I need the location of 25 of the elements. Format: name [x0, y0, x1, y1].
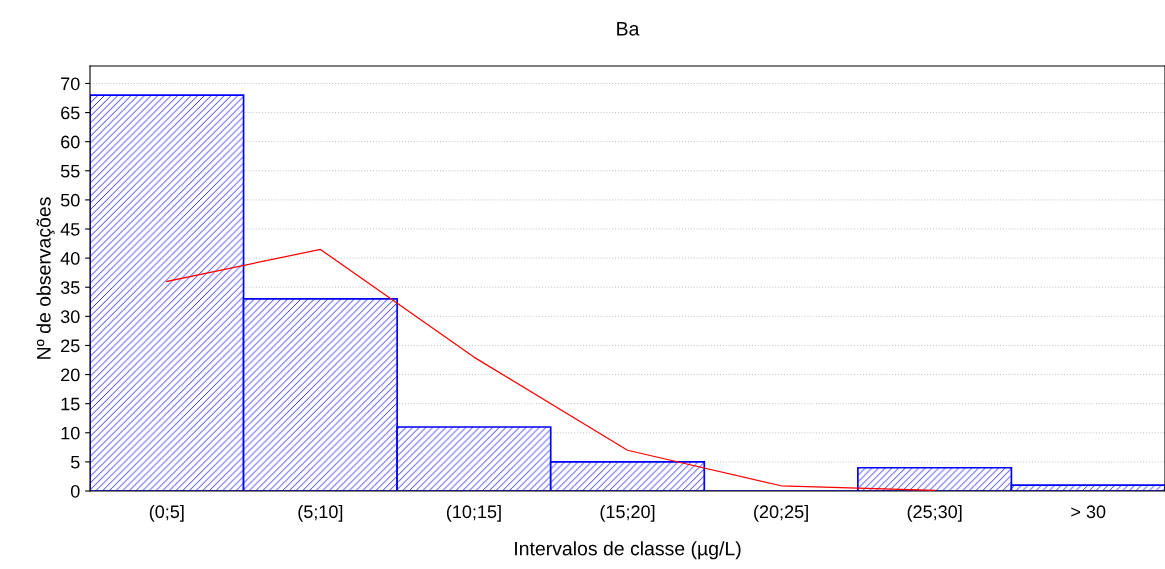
x-tick-label: (0;5] [149, 504, 184, 522]
x-tick-label: > 30 [1071, 505, 1106, 519]
y-tick-label: 5 [70, 456, 80, 469]
y-tick-label: 0 [70, 484, 80, 498]
y-tick-label: 55 [60, 164, 80, 178]
chart-title: Ba [617, 22, 640, 36]
y-tick-label: 40 [60, 252, 80, 265]
y-tick-label: 50 [60, 193, 80, 207]
y-tick-label: 70 [61, 77, 80, 91]
x-axis-title: Intervalos de classe (µg/L) [515, 541, 741, 560]
y-tick-label: 35 [60, 281, 80, 294]
x-tick-label: (15;20] [600, 504, 655, 522]
x-tick-label: (25;30] [907, 504, 962, 522]
x-tick-label: (20;25] [754, 504, 808, 522]
y-tick-label: 10 [61, 426, 80, 440]
y-tick-label: 20 [61, 368, 80, 382]
y-tick-label: 60 [61, 135, 80, 149]
y-tick-label: 45 [60, 223, 80, 236]
x-tick-label: (10;15] [446, 504, 501, 522]
y-tick-label: 15 [61, 397, 80, 411]
y-tick-label: 65 [61, 106, 80, 120]
y-tick-label: 25 [61, 339, 80, 353]
y-tick-label: 30 [60, 310, 80, 324]
y-axis-title: Nº de observações [36, 197, 55, 359]
x-tick-label: (5;10] [298, 504, 343, 522]
